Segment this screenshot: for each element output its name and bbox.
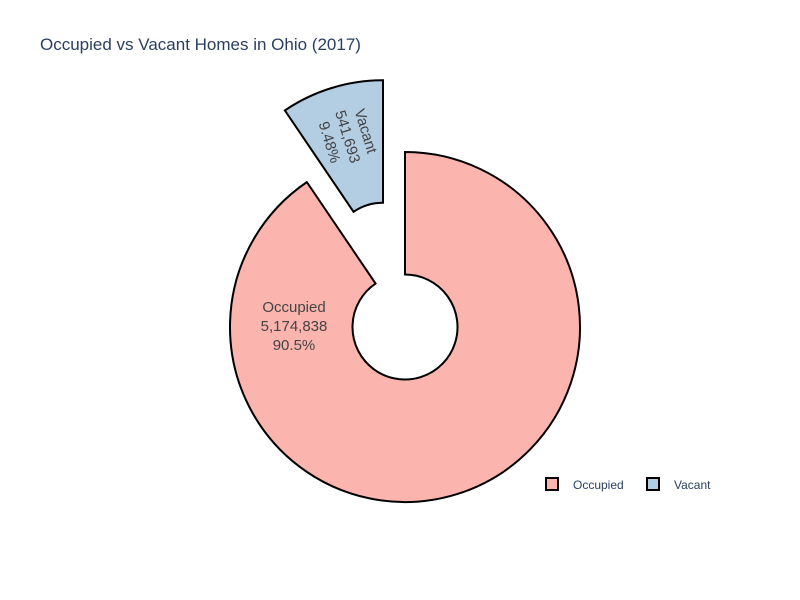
legend-label-vacant: Vacant [674,478,711,492]
legend-label-occupied: Occupied [573,478,624,492]
pie-slice-vacant[interactable] [283,79,385,214]
pie-slices [229,79,581,503]
slice-label-occupied-value: 5,174,838 [261,318,328,335]
legend-swatch-occupied [545,477,559,491]
legend-swatch-vacant [646,477,660,491]
legend-item-vacant[interactable]: Vacant [646,477,711,492]
slice-label-occupied-name: Occupied [262,299,325,316]
slice-label-occupied-percent: 90.5% [273,337,316,354]
chart-title: Occupied vs Vacant Homes in Ohio (2017) [40,35,361,54]
legend-item-occupied[interactable]: Occupied [545,477,624,492]
pie-slice-occupied[interactable] [229,150,581,503]
legend[interactable]: Occupied Vacant [545,477,711,492]
